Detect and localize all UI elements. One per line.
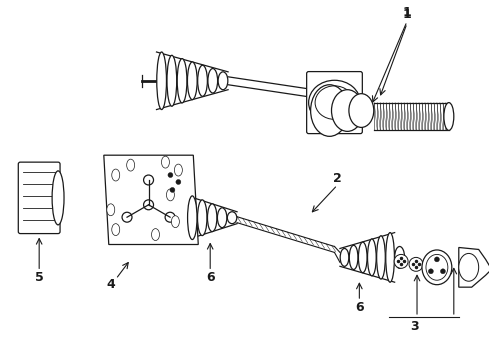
Ellipse shape: [218, 208, 227, 228]
Ellipse shape: [309, 80, 360, 125]
Ellipse shape: [227, 212, 237, 224]
Ellipse shape: [349, 245, 358, 270]
FancyBboxPatch shape: [307, 72, 362, 134]
Polygon shape: [104, 155, 198, 244]
Text: 2: 2: [333, 171, 342, 185]
Ellipse shape: [218, 72, 228, 90]
Ellipse shape: [127, 159, 135, 171]
Ellipse shape: [168, 172, 173, 177]
Ellipse shape: [207, 204, 217, 231]
Ellipse shape: [167, 189, 174, 201]
Ellipse shape: [409, 257, 423, 271]
Ellipse shape: [107, 204, 115, 216]
Ellipse shape: [208, 68, 218, 93]
Text: 3: 3: [410, 320, 418, 333]
Ellipse shape: [428, 269, 433, 274]
Ellipse shape: [340, 248, 349, 266]
Ellipse shape: [459, 253, 479, 281]
Ellipse shape: [358, 242, 367, 273]
Ellipse shape: [197, 200, 207, 235]
Text: 4: 4: [106, 278, 115, 291]
Ellipse shape: [188, 196, 197, 239]
Text: 6: 6: [355, 301, 364, 314]
Ellipse shape: [394, 247, 405, 268]
Ellipse shape: [167, 55, 177, 106]
Ellipse shape: [332, 90, 363, 131]
Ellipse shape: [422, 250, 452, 285]
Polygon shape: [459, 247, 490, 287]
Ellipse shape: [172, 216, 179, 228]
Text: 1: 1: [403, 6, 412, 19]
FancyBboxPatch shape: [18, 162, 60, 234]
Ellipse shape: [177, 59, 187, 103]
Ellipse shape: [394, 255, 408, 268]
Ellipse shape: [176, 180, 181, 184]
Ellipse shape: [112, 169, 120, 181]
Text: 6: 6: [206, 271, 215, 284]
Ellipse shape: [435, 257, 440, 262]
Ellipse shape: [151, 229, 159, 240]
Ellipse shape: [349, 94, 374, 127]
Ellipse shape: [157, 52, 167, 109]
Ellipse shape: [162, 156, 170, 168]
Ellipse shape: [52, 171, 64, 225]
Ellipse shape: [197, 65, 207, 96]
Text: 1: 1: [403, 8, 412, 21]
Ellipse shape: [441, 269, 445, 274]
Ellipse shape: [311, 85, 348, 136]
Text: 5: 5: [35, 271, 44, 284]
Ellipse shape: [386, 233, 394, 282]
Ellipse shape: [444, 103, 454, 130]
Ellipse shape: [188, 62, 197, 100]
Ellipse shape: [174, 164, 182, 176]
Ellipse shape: [377, 236, 385, 279]
Ellipse shape: [368, 239, 376, 276]
Ellipse shape: [112, 224, 120, 235]
Ellipse shape: [170, 188, 175, 192]
